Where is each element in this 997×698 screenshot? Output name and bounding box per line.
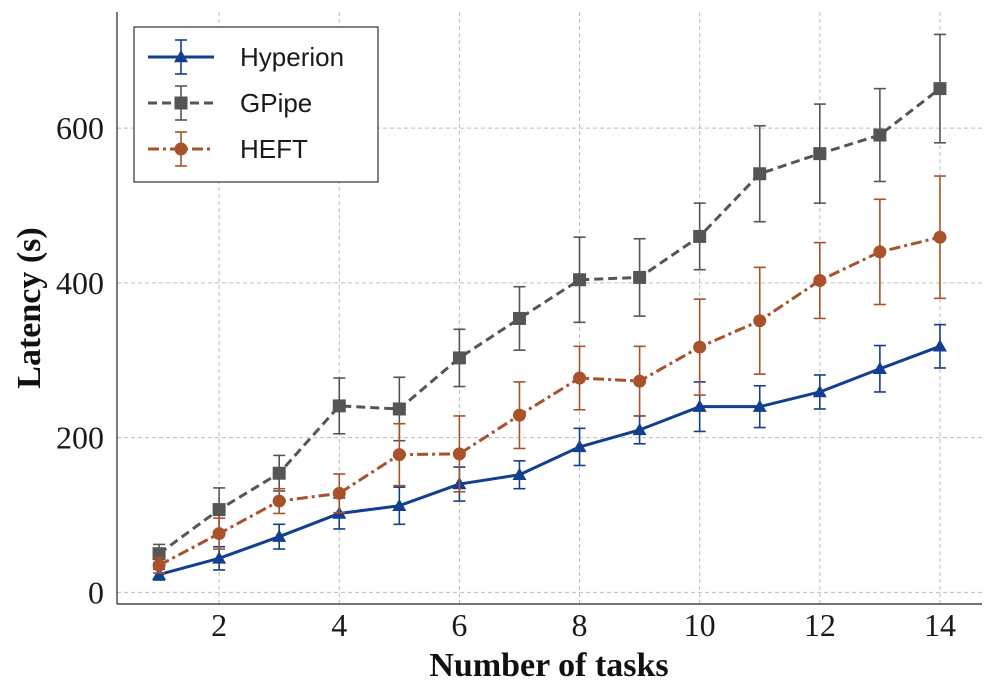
legend-marker-heft: [174, 142, 188, 156]
heft-point: [693, 340, 707, 354]
y-tick-label: 0: [88, 574, 104, 610]
legend-item-heft: HEFT: [148, 131, 308, 167]
gpipe-point: [933, 82, 947, 96]
hyperion-point: [632, 422, 647, 436]
gpipe-point: [693, 229, 707, 243]
heft-point: [813, 274, 827, 288]
x-tick-label: 10: [684, 607, 716, 643]
hyperion-point: [692, 399, 707, 412]
x-tick-label: 2: [211, 607, 227, 643]
y-tick-label: 200: [56, 420, 104, 456]
series-heft: [152, 175, 947, 574]
legend: Hyperion GPipe HEFT: [133, 26, 379, 183]
gpipe-point: [633, 270, 647, 284]
hyperion-point: [212, 551, 227, 564]
gpipe-point: [212, 503, 226, 517]
x-tick-label: 14: [924, 607, 956, 643]
heft-point: [753, 314, 767, 328]
legend-item-gpipe: GPipe: [148, 85, 312, 121]
hyperion-point: [812, 384, 827, 398]
heft-point: [392, 448, 406, 462]
gpipe-point: [392, 402, 406, 416]
heft-point: [512, 408, 526, 422]
heft-point: [272, 494, 286, 508]
hyperion-point: [272, 529, 287, 542]
gpipe-point: [813, 147, 827, 161]
legend-label-hyperion: Hyperion: [240, 42, 344, 72]
gpipe-point: [272, 466, 286, 480]
gpipe-point: [753, 167, 767, 181]
gpipe-point: [332, 399, 346, 413]
gpipe-point: [512, 311, 526, 325]
legend-marker-hyperion: [174, 50, 188, 63]
heft-point: [633, 374, 647, 388]
x-axis-title: Number of tasks: [429, 647, 668, 684]
hyperion-point: [572, 439, 587, 453]
hyperion-point: [392, 498, 407, 511]
heft-point: [332, 486, 346, 500]
heft-point: [933, 230, 947, 244]
hyperion-point: [872, 361, 887, 374]
series-hyperion: [152, 323, 947, 581]
heft-line: [158, 235, 941, 567]
hyperion-point: [932, 339, 947, 352]
y-tick-labels: 0 200 400 600: [56, 110, 104, 610]
legend-label-gpipe: GPipe: [240, 88, 312, 118]
hyperion-line: [158, 344, 941, 577]
x-tick-label: 6: [451, 607, 467, 643]
x-tick-label: 12: [804, 607, 836, 643]
series-gpipe: [152, 33, 947, 564]
heft-point: [873, 245, 887, 259]
heft-point: [452, 447, 466, 461]
gpipe-point: [873, 128, 887, 142]
legend-marker-gpipe: [174, 96, 188, 110]
y-tick-label: 600: [56, 110, 104, 146]
y-axis-title: Latency (s): [11, 227, 48, 388]
x-tick-label: 8: [572, 607, 588, 643]
x-tick-labels: 2 4 6 8 10 12 14: [211, 607, 956, 643]
series-layer: [152, 33, 947, 581]
heft-point: [152, 558, 166, 572]
heft-point: [212, 527, 226, 541]
axes: [116, 12, 982, 605]
gpipe-line: [158, 87, 941, 555]
hyperion-point: [752, 399, 767, 412]
y-tick-label: 400: [56, 265, 104, 301]
gpipe-point: [573, 273, 587, 287]
legend-item-hyperion: Hyperion: [148, 39, 344, 75]
heft-point: [573, 371, 587, 385]
gpipe-point: [452, 351, 466, 365]
x-tick-label: 4: [331, 607, 347, 643]
legend-label-heft: HEFT: [240, 134, 308, 164]
hyperion-point: [512, 467, 527, 481]
